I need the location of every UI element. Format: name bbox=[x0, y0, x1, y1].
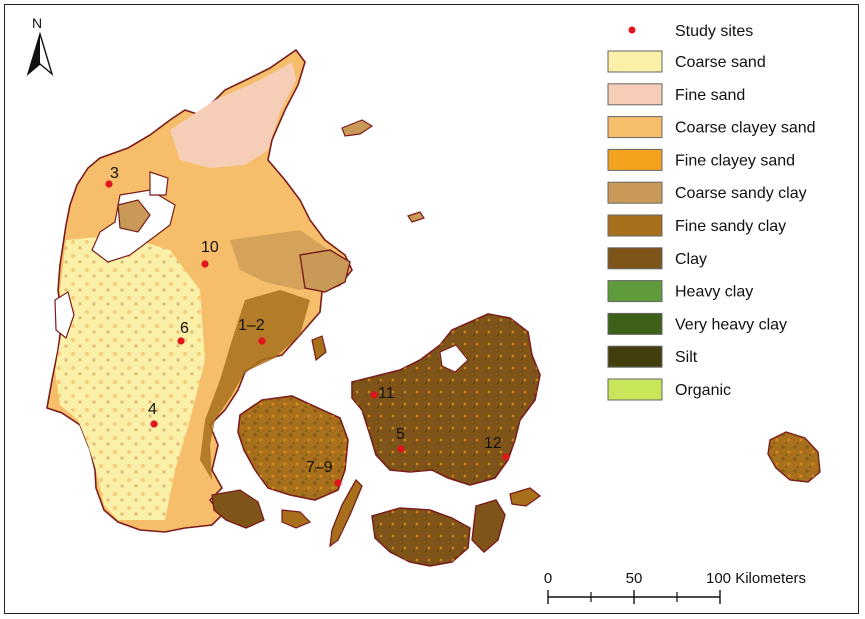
study-site-marker bbox=[397, 445, 405, 453]
legend-swatch bbox=[607, 280, 663, 303]
legend-swatch bbox=[607, 116, 663, 139]
study-sites-layer: 3 10 6 1–2 4 11 5 12 7–9 bbox=[105, 165, 510, 487]
legend-swatch bbox=[607, 345, 663, 368]
legend-classes: Coarse sand Fine sand Coarse clayey sand Fi… bbox=[607, 50, 816, 401]
samso-island bbox=[311, 335, 327, 362]
study-site-label: 6 bbox=[180, 320, 189, 337]
legend-swatch bbox=[607, 378, 663, 401]
jutland-east-clay bbox=[200, 290, 310, 480]
legend-swatch bbox=[607, 181, 663, 204]
fjord-island bbox=[117, 199, 151, 233]
study-site-label: 12 bbox=[484, 435, 502, 452]
legend-class-label: Coarse sandy clay bbox=[675, 185, 807, 202]
langeland-island bbox=[329, 478, 363, 548]
legend-class-label: Fine sand bbox=[675, 87, 745, 104]
legend-class-label: Organic bbox=[675, 382, 731, 399]
jutland-texture bbox=[55, 235, 205, 520]
study-site-label: 10 bbox=[201, 239, 219, 256]
scale-label-0: 0 bbox=[544, 570, 552, 587]
study-site-label: 11 bbox=[378, 385, 395, 402]
legend-swatch bbox=[607, 247, 663, 270]
djursland bbox=[299, 249, 351, 293]
legend-class-label: Silt bbox=[675, 349, 698, 366]
north-arrow: N bbox=[26, 15, 54, 77]
study-site-marker bbox=[258, 337, 266, 345]
legend-swatch bbox=[607, 50, 663, 73]
funen-texture bbox=[238, 396, 348, 500]
study-site-label: 5 bbox=[396, 426, 405, 443]
mon-island bbox=[509, 487, 542, 507]
study-site-label: 1–2 bbox=[238, 317, 265, 334]
legend-class-label: Coarse clayey sand bbox=[675, 120, 816, 137]
legend-swatch bbox=[607, 312, 663, 335]
legend-class-label: Coarse sand bbox=[675, 54, 766, 71]
legend-sites-label: Study sites bbox=[675, 23, 753, 40]
legend-swatch bbox=[607, 148, 663, 171]
zealand-texture bbox=[352, 314, 540, 485]
scale-label-100: 100 Kilometers bbox=[706, 570, 806, 587]
study-site-label: 3 bbox=[110, 165, 119, 182]
scale-bar: 0 50 100 Kilometers bbox=[544, 570, 806, 604]
small-island-kattegat bbox=[407, 211, 425, 223]
study-site-marker bbox=[105, 180, 113, 188]
bornholm-texture bbox=[768, 432, 820, 482]
legend-swatch bbox=[607, 214, 663, 237]
land-masses bbox=[46, 48, 821, 567]
legend-class-label: Clay bbox=[675, 251, 707, 268]
jutland-north-finesand bbox=[170, 62, 296, 168]
study-site-marker bbox=[370, 391, 378, 399]
legend-class-label: Very heavy clay bbox=[675, 316, 787, 333]
scale-label-50: 50 bbox=[626, 570, 643, 587]
legend-swatch bbox=[607, 83, 663, 106]
study-site-marker bbox=[502, 453, 510, 461]
falster-island bbox=[471, 499, 506, 553]
study-site-label: 4 bbox=[148, 401, 157, 418]
legend-class-label: Fine sandy clay bbox=[675, 218, 786, 235]
study-site-label: 7–9 bbox=[306, 459, 333, 476]
legend: Study sites Coarse sand Fine sand Coarse c… bbox=[607, 23, 816, 401]
study-site-marker bbox=[334, 479, 342, 487]
study-site-marker bbox=[201, 260, 209, 268]
legend-site-marker-icon bbox=[628, 26, 636, 34]
als-island bbox=[211, 489, 265, 529]
limfjord-water-2 bbox=[149, 171, 169, 196]
north-label: N bbox=[32, 15, 42, 31]
aero-island bbox=[281, 509, 312, 529]
legend-class-label: Fine clayey sand bbox=[675, 152, 795, 169]
isefjord-water bbox=[439, 344, 469, 373]
north-arrow-shade-icon bbox=[28, 34, 40, 74]
legend-class-label: Heavy clay bbox=[675, 284, 753, 301]
study-site-marker bbox=[150, 420, 158, 428]
laeso-island bbox=[341, 119, 374, 137]
study-site-marker bbox=[177, 337, 185, 345]
west-fjord bbox=[54, 291, 75, 339]
lolland-texture bbox=[372, 508, 470, 566]
